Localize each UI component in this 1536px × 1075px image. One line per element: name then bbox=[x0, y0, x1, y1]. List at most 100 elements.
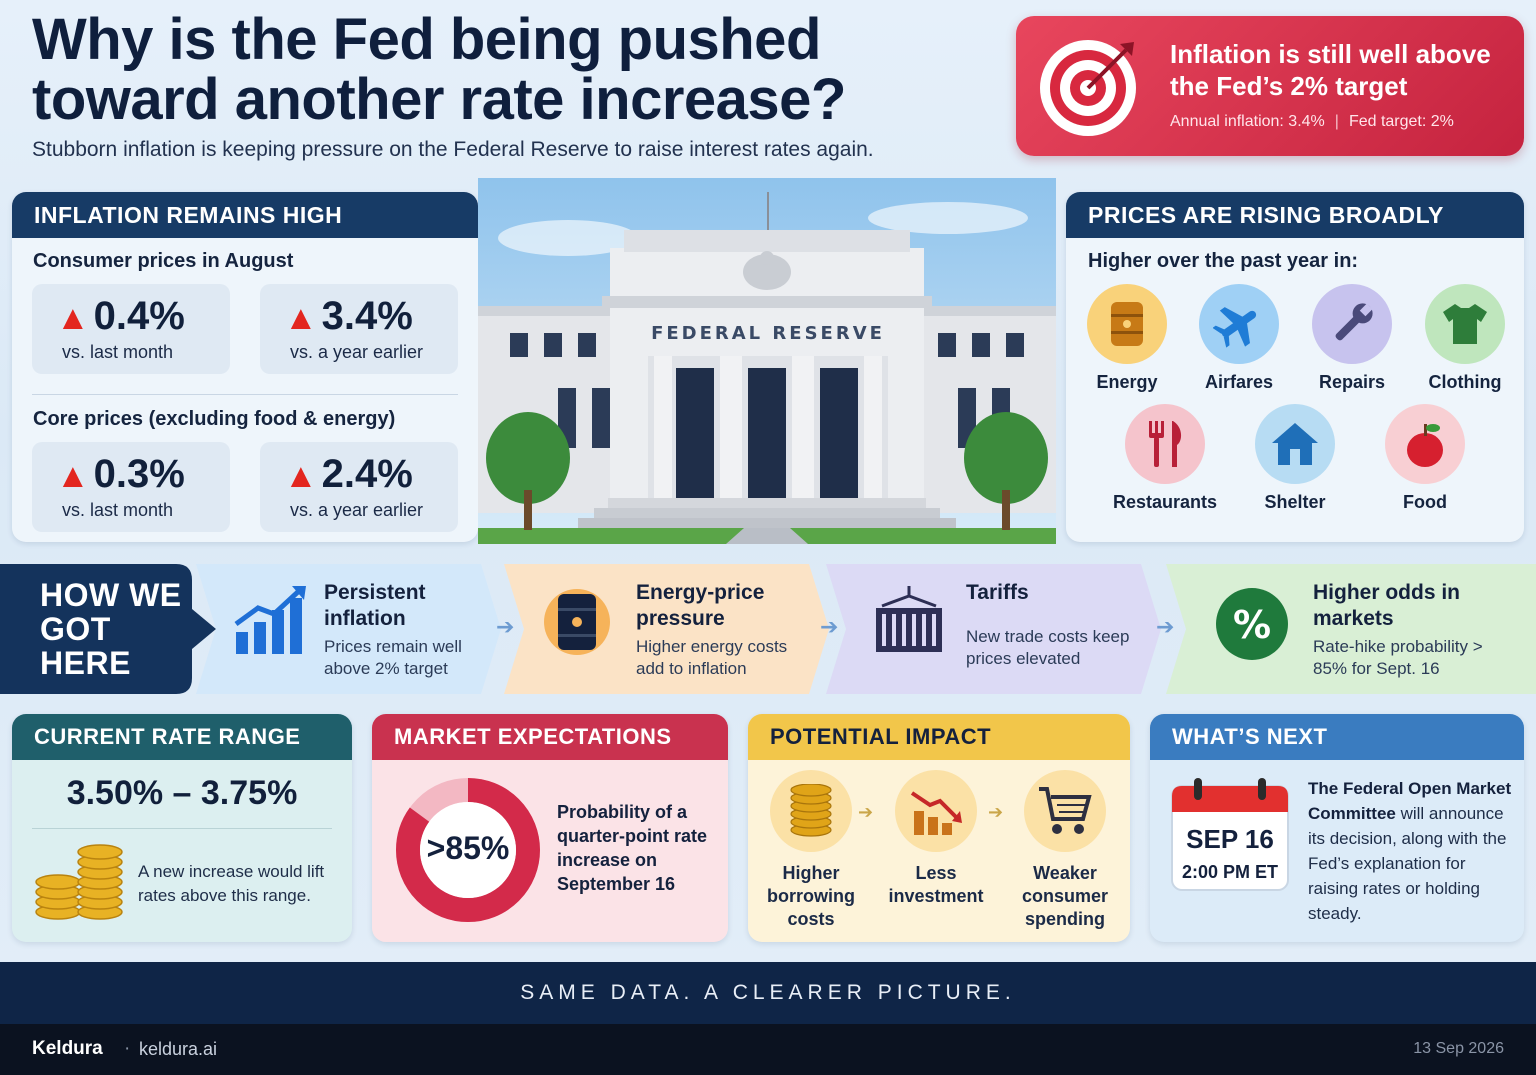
fomc-name: The Federal Open Market Committee bbox=[1308, 779, 1512, 823]
core-prices-label: Core prices (excluding food & energy) bbox=[33, 408, 396, 430]
consumer-year-stat: ▲ 3.4% vs. a year earlier bbox=[260, 284, 458, 374]
current-rate-heading: CURRENT RATE RANGE bbox=[12, 714, 352, 760]
footer-date: 13 Sep 2026 bbox=[1413, 1040, 1504, 1057]
target-headline: Inflation is still well above the Fed’s … bbox=[1170, 39, 1491, 101]
arrow-up-icon: ▲ bbox=[56, 299, 90, 337]
category-label: Airfares bbox=[1204, 372, 1274, 392]
step-title: Energy-price pressure bbox=[636, 581, 765, 630]
arrow-up-icon: ▲ bbox=[284, 299, 318, 337]
category-label: Clothing bbox=[1428, 372, 1502, 392]
coins-icon bbox=[770, 770, 852, 852]
flow-arrow-icon: ➔ bbox=[858, 802, 874, 822]
brand-name: Keldura bbox=[32, 1038, 103, 1059]
arrow-up-icon: ▲ bbox=[56, 457, 90, 495]
shopping-cart-icon bbox=[1024, 770, 1106, 852]
how-we-got-here-label-bg bbox=[0, 564, 216, 694]
impact-borrowing: Higher borrowing costs bbox=[756, 770, 866, 931]
page-subtitle: Stubborn inflation is keeping pressure o… bbox=[32, 138, 874, 161]
current-rate-card: CURRENT RATE RANGE 3.50% – 3.75% A new i… bbox=[12, 714, 352, 942]
fomc-desc: will announce its decision, along with t… bbox=[1308, 804, 1507, 923]
apple-icon bbox=[1385, 404, 1465, 484]
step-title: Higher odds in markets bbox=[1313, 581, 1460, 630]
flow-arrow-icon: ➔ bbox=[496, 614, 515, 639]
inflation-panel: INFLATION REMAINS HIGH Consumer prices i… bbox=[12, 192, 478, 542]
market-heading: MARKET EXPECTATIONS bbox=[372, 714, 728, 760]
arrow-up-icon: ▲ bbox=[284, 457, 318, 495]
prices-panel: PRICES ARE RISING BROADLY Higher over th… bbox=[1066, 192, 1524, 542]
step-title: Tariffs bbox=[966, 581, 1029, 604]
target-stats: Annual inflation: 3.4% | Fed target: 2% bbox=[1170, 113, 1520, 131]
category-restaurants: Restaurants bbox=[1110, 404, 1220, 513]
probability-value: >85% bbox=[426, 830, 510, 866]
category-label: Food bbox=[1403, 492, 1447, 512]
category-label: Energy bbox=[1096, 372, 1158, 392]
page-title: Why is the Fed being pushed toward anoth… bbox=[32, 7, 846, 132]
potential-impact-card: POTENTIAL IMPACT Higher borrowing costs … bbox=[748, 714, 1130, 942]
step-persistent-inflation: Persistent inflation Prices remain well … bbox=[196, 564, 514, 694]
fork-knife-icon bbox=[1125, 404, 1205, 484]
airplane-icon bbox=[1199, 284, 1279, 364]
rate-note: A new increase would lift rates above th… bbox=[138, 862, 325, 905]
step-energy-price-pressure: Energy-price pressure Higher energy cost… bbox=[504, 564, 838, 694]
probability-donut bbox=[396, 778, 540, 922]
step-title: Persistent inflation bbox=[324, 581, 426, 630]
category-label: Restaurants bbox=[1112, 492, 1218, 512]
footer: Keldura · keldura.ai 13 Sep 2026 bbox=[0, 1024, 1536, 1075]
oil-barrel-icon bbox=[544, 589, 610, 655]
stat-caption: vs. a year earlier bbox=[290, 500, 424, 520]
calendar-icon bbox=[1171, 778, 1289, 891]
step-desc: Higher energy costs add to inflation bbox=[636, 637, 788, 678]
donut-hole bbox=[420, 802, 516, 898]
category-clothing: Clothing bbox=[1410, 284, 1520, 393]
calendar-time: 2:00 PM ET bbox=[1181, 862, 1279, 882]
inflation-heading: INFLATION REMAINS HIGH bbox=[12, 192, 478, 238]
stat-value: 0.4% bbox=[93, 294, 185, 338]
house-icon bbox=[1255, 404, 1335, 484]
impact-label: Less investment bbox=[888, 863, 984, 906]
stat-caption: vs. last month bbox=[62, 342, 174, 362]
rate-range-value: 3.50% – 3.75% bbox=[66, 774, 298, 812]
market-desc: Probability of a quarter-point rate incr… bbox=[557, 802, 708, 894]
category-shelter: Shelter bbox=[1240, 404, 1350, 513]
category-food: Food bbox=[1370, 404, 1480, 513]
target-icon bbox=[1040, 40, 1136, 136]
svg-text:%: % bbox=[1233, 603, 1271, 647]
consumer-prices-label: Consumer prices in August bbox=[33, 250, 294, 272]
impact-label: Weaker consumer spending bbox=[1021, 863, 1109, 929]
category-airfares: Airfares bbox=[1184, 284, 1294, 393]
federal-reserve-building-illustration: FEDERAL RESERVE bbox=[478, 178, 1056, 544]
flow-arrow-icon: ➔ bbox=[988, 802, 1004, 822]
market-expectations-card: MARKET EXPECTATIONS >85% Probability of … bbox=[372, 714, 728, 942]
flow-arrow-icon: ➔ bbox=[820, 614, 839, 639]
step-bg bbox=[196, 564, 501, 694]
brand-separator: · bbox=[124, 1038, 131, 1059]
fed-target-text: Fed target: 2% bbox=[1348, 113, 1454, 130]
step-desc: Prices remain well above 2% target bbox=[324, 637, 462, 678]
wrench-icon bbox=[1312, 284, 1392, 364]
declining-chart-icon bbox=[895, 770, 977, 852]
impact-spending: Weaker consumer spending bbox=[1010, 770, 1120, 931]
stat-separator: | bbox=[1334, 113, 1339, 130]
brand-link[interactable]: keldura.ai bbox=[139, 1039, 218, 1059]
coins-icon bbox=[35, 844, 123, 920]
category-energy: Energy bbox=[1072, 284, 1182, 393]
whats-next-heading: WHAT’S NEXT bbox=[1150, 714, 1524, 760]
whats-next-desc: The Federal Open Market Committee will a… bbox=[1308, 776, 1518, 926]
core-year-stat: ▲ 2.4% vs. a year earlier bbox=[260, 442, 458, 532]
prices-heading: PRICES ARE RISING BROADLY bbox=[1066, 192, 1524, 238]
shirt-icon bbox=[1425, 284, 1505, 364]
tagline-banner: SAME DATA. A CLEARER PICTURE. bbox=[0, 962, 1536, 1024]
impact-label: Higher borrowing costs bbox=[767, 863, 855, 929]
stat-caption: vs. last month bbox=[62, 500, 174, 520]
step-tariffs: Tariffs New trade costs keep prices elev… bbox=[826, 564, 1174, 694]
percent-icon: % bbox=[1216, 588, 1288, 660]
consumer-month-stat: ▲ 0.4% vs. last month bbox=[32, 284, 230, 374]
category-repairs: Repairs bbox=[1297, 284, 1407, 393]
shipping-container-icon bbox=[876, 586, 942, 652]
step-higher-odds: % Higher odds in markets Rate-hike proba… bbox=[1166, 564, 1536, 694]
flow-arrow-icon: ➔ bbox=[1156, 614, 1175, 639]
rising-chart-icon bbox=[234, 586, 306, 654]
annual-inflation-text: Annual inflation: 3.4% bbox=[1170, 113, 1325, 130]
stat-value: 0.3% bbox=[93, 452, 185, 496]
building-sign: FEDERAL RESERVE bbox=[651, 323, 885, 344]
